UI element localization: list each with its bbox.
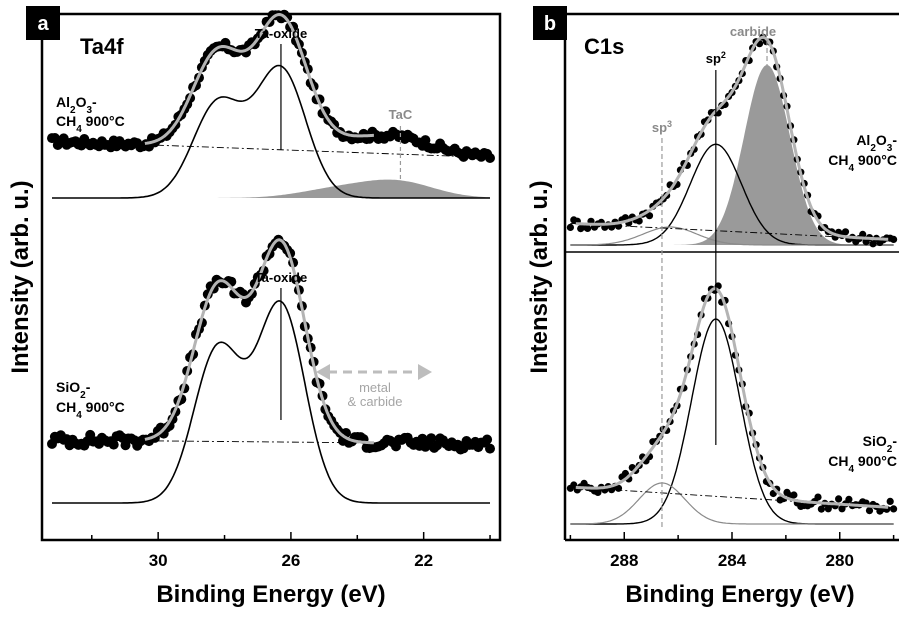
panel-a-bottom-data-points	[47, 234, 495, 455]
data-point	[482, 434, 493, 445]
data-point	[886, 497, 894, 505]
data-point	[890, 235, 898, 243]
panel-b-bottom-background	[570, 486, 894, 509]
data-point	[790, 491, 798, 499]
data-point	[841, 228, 850, 236]
data-point	[594, 488, 602, 496]
panel-a-metal-label: metal	[359, 380, 391, 395]
panel-a-x-axis-title: Binding Energy (eV)	[156, 581, 385, 608]
component-curve	[570, 482, 894, 525]
data-point	[835, 495, 843, 503]
panel-a-top-components	[52, 64, 490, 199]
data-point	[584, 224, 592, 232]
data-point	[485, 443, 495, 454]
component-curve	[52, 299, 490, 504]
panel-b-bottom-sample-line2: CH4 900°C	[828, 453, 897, 475]
panel-b-y-axis-title: Intensity (arb. u.)	[526, 180, 553, 373]
panel-b-bottom-data-points	[566, 282, 898, 515]
panel-b-carbide-label: carbide	[730, 24, 776, 39]
data-point	[645, 212, 654, 220]
data-point	[817, 505, 826, 513]
panel-b-top-carbide-area	[570, 65, 894, 245]
panel-b-title: C1s	[584, 34, 624, 59]
panel-a-y-axis-title: Intensity (arb. u.)	[7, 180, 34, 373]
data-point	[869, 240, 877, 248]
panel-a-bottom-fit	[144, 238, 375, 445]
x-tick-label: 26	[281, 551, 300, 570]
panel-b-x-ticks: 288 284 280	[569, 532, 895, 570]
x-tick-label: 280	[826, 551, 854, 570]
panel-a-title: Ta4f	[80, 34, 124, 59]
panel-a-carbide-label: & carbide	[348, 394, 403, 409]
panel-b-top-sample-line1: Al2O3-	[856, 132, 897, 154]
component-curve	[570, 226, 894, 246]
data-point	[282, 12, 293, 23]
panel-a-top-fit	[144, 12, 374, 145]
data-point	[635, 217, 643, 225]
panel-a-metal-carbide-arrow	[316, 364, 432, 380]
panel-a-bottom-components	[52, 299, 490, 504]
panel-b-top-background	[570, 222, 894, 241]
x-tick-label: 30	[149, 551, 168, 570]
panel-b-bottom-sample-line1: SiO2-	[863, 433, 898, 455]
x-tick-label: 288	[610, 551, 638, 570]
panel-b-top-fit	[575, 35, 889, 241]
data-point	[814, 493, 822, 501]
panel-a-top-sample-line1: Al2O3-	[56, 94, 97, 116]
data-point	[566, 223, 575, 231]
data-point	[426, 433, 437, 444]
background-line	[51, 140, 491, 158]
panel-a-top-peak-label: Ta-oxide	[255, 26, 308, 41]
panel-b-sp2-label: sp2	[706, 50, 726, 66]
data-point	[621, 469, 630, 478]
data-point	[614, 484, 623, 492]
panel-b-bottom-fit	[575, 287, 889, 509]
panel-a-tac-label: TaC	[389, 107, 413, 122]
panel-b-badge-label: b	[544, 13, 556, 35]
fit-envelope	[144, 238, 375, 445]
panel-a-top-background	[51, 140, 491, 158]
panel-a-bottom-peak-label: Ta-oxide	[255, 270, 308, 285]
data-point	[859, 230, 867, 238]
panel-a-top-sample-line2: CH4 900°C	[56, 113, 125, 135]
panel-b-x-axis-title: Binding Energy (eV)	[625, 581, 854, 608]
panel-b-sp3-label: sp3	[652, 119, 672, 135]
data-point	[485, 153, 495, 163]
panel-a-top-data-points	[47, 9, 495, 163]
data-point	[865, 507, 874, 515]
panel-a: a Ta4f 30 26 22 Binding Energy (eV) Intens…	[7, 6, 502, 608]
panel-a-bottom-sample-line2: CH4 900°C	[56, 399, 125, 421]
panel-a-x-ticks: 30 26 22	[91, 532, 491, 570]
panel-b-top-components	[570, 143, 894, 246]
x-tick-label: 284	[718, 551, 747, 570]
fit-envelope	[575, 35, 889, 241]
panel-b-top-sample-line2: CH4 900°C	[828, 152, 897, 174]
component-curve	[52, 64, 490, 199]
shaded-component	[52, 179, 490, 198]
background-line	[570, 486, 894, 509]
data-point	[845, 495, 853, 503]
data-point	[890, 505, 898, 513]
panel-b-bottom-components	[570, 318, 894, 525]
panel-a-top-tac-area	[52, 179, 490, 198]
background-line	[570, 222, 894, 241]
fit-envelope	[144, 12, 374, 145]
panel-b-badge	[533, 6, 567, 40]
data-point	[108, 439, 119, 450]
panel-b: b C1s 288 284 280 Binding Energy (eV) Inte…	[526, 6, 899, 608]
panel-a-badge	[26, 6, 60, 40]
x-tick-label: 22	[414, 551, 433, 570]
panel-a-bottom-sample-line1: SiO2-	[56, 379, 91, 401]
fit-envelope	[575, 287, 889, 509]
shaded-component	[570, 65, 894, 245]
component-curve	[570, 318, 894, 525]
panel-a-badge-label: a	[37, 13, 49, 35]
